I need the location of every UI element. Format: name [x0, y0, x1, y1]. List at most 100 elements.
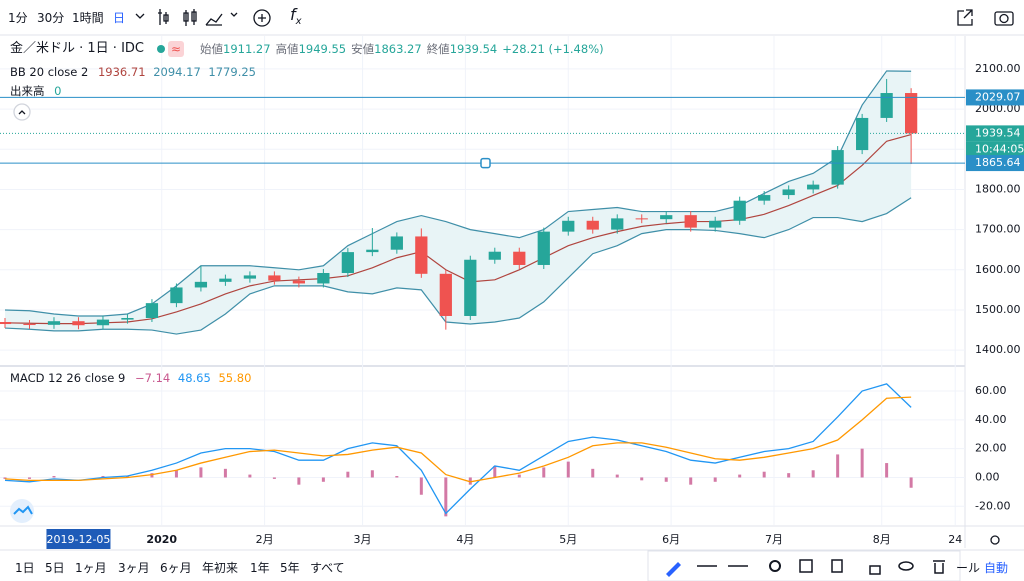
histogram-bar — [101, 476, 105, 478]
bb-band — [5, 70, 912, 335]
histogram-bar — [762, 471, 766, 478]
candle-body — [243, 275, 257, 279]
histogram-bar — [297, 477, 301, 485]
line-handle — [480, 157, 491, 169]
candle-body — [831, 150, 844, 185]
histogram-bar — [689, 477, 693, 485]
candle-body — [513, 251, 526, 265]
histogram-bar — [542, 467, 546, 478]
histogram-bar — [615, 474, 619, 478]
x-tick-label: 6月 — [662, 533, 680, 546]
candle-body — [660, 215, 673, 220]
histogram-bar — [52, 476, 56, 478]
interval[interactable]: 1分 — [8, 11, 28, 25]
macd-value: −7.14 — [134, 371, 171, 385]
histogram-bar — [3, 477, 7, 479]
change: +28.21 (+1.48%) — [502, 42, 604, 56]
interval[interactable]: 30分 — [37, 11, 65, 25]
ohlc-label: 始値 — [200, 42, 223, 56]
x-tick-label: 2020 — [146, 533, 177, 546]
range-button[interactable]: 1年 — [250, 561, 270, 575]
camera-icon[interactable] — [994, 11, 1014, 26]
range-button[interactable]: 3ヶ月 — [118, 561, 150, 575]
eye-icon[interactable] — [898, 561, 914, 571]
y-tick-label: 0.00 — [975, 470, 1000, 483]
macd-value: 48.65 — [177, 371, 211, 385]
y-tick-label: 1500.00 — [975, 303, 1021, 316]
candle-body — [145, 303, 159, 318]
candle-body — [464, 259, 477, 316]
range-button[interactable]: 6ヶ月 — [160, 561, 192, 575]
y-tick-label: 1700.00 — [975, 223, 1021, 236]
y-tick-label: 20.00 — [975, 442, 1007, 455]
ohlc-value: 1939.54 — [449, 42, 498, 56]
candle-body — [96, 319, 110, 326]
candle-body — [488, 251, 501, 260]
bb-value: 1936.71 — [97, 65, 146, 79]
range-button[interactable]: 1日 — [15, 561, 35, 575]
x-tick-label: 8月 — [873, 533, 891, 546]
interval[interactable]: 1時間 — [72, 11, 104, 25]
range-button[interactable]: 5年 — [280, 561, 300, 575]
pencil-icon[interactable] — [666, 562, 681, 577]
macd-value: 55.80 — [218, 371, 252, 385]
candle-body — [170, 287, 183, 304]
badge: ≈ — [168, 41, 185, 57]
bar-icon[interactable] — [158, 9, 169, 25]
logo-mark — [13, 505, 33, 515]
histogram-bar — [836, 454, 840, 478]
histogram-bar — [468, 477, 472, 485]
ohlc-value: 1949.55 — [298, 42, 347, 56]
bb-value: 2094.17 — [153, 65, 201, 79]
candle-body — [268, 275, 281, 281]
histogram-bar — [713, 477, 717, 482]
range-button[interactable]: すべて — [310, 561, 345, 575]
range-button[interactable]: 1ヶ月 — [75, 561, 107, 575]
fx: f — [290, 5, 296, 24]
candle-body — [880, 93, 893, 118]
ohlc-label: 安値 — [351, 42, 375, 56]
candle-body — [439, 273, 452, 316]
range-button[interactable]: 年初来 — [202, 561, 239, 575]
status-dot — [157, 45, 165, 53]
y-tick-label: 1400.00 — [975, 343, 1021, 356]
candle-body — [366, 249, 379, 253]
candle-body — [635, 218, 648, 220]
collapse-button[interactable] — [13, 103, 31, 121]
histogram-bar — [248, 474, 252, 478]
histogram-bar — [395, 476, 399, 478]
ohlc-label: 高値 — [275, 42, 299, 56]
y-tick-label: 1800.00 — [975, 182, 1021, 195]
candle-body — [72, 321, 85, 326]
candle-body — [562, 220, 575, 232]
candle-body — [684, 215, 697, 228]
interval-active[interactable]: 日 — [113, 11, 126, 25]
histogram-bar — [346, 471, 350, 478]
y-tick-label: 1600.00 — [975, 263, 1021, 276]
signal-line — [4, 396, 912, 483]
candle-body — [341, 252, 354, 274]
area-icon[interactable] — [205, 13, 223, 26]
histogram-bar — [493, 465, 497, 478]
crosshair-label: 2019-12-05 — [47, 533, 111, 546]
chevron[interactable] — [230, 12, 238, 17]
auto-scale[interactable]: 自動 — [984, 561, 1009, 575]
fx-icon[interactable]: fx — [290, 7, 302, 30]
indicator-add[interactable] — [253, 9, 271, 27]
chevron[interactable] — [135, 13, 145, 19]
bb-lower — [4, 197, 912, 335]
gear-icon[interactable] — [769, 560, 781, 572]
histogram-bar — [860, 448, 864, 478]
countdown: 10:44:05 — [975, 142, 1024, 155]
candle-body — [758, 195, 771, 201]
candle-body — [807, 184, 820, 190]
tool-icons[interactable] — [697, 559, 945, 575]
range-button[interactable]: 5日 — [45, 561, 65, 575]
settings-icon[interactable] — [990, 535, 1000, 545]
x-tick-label: 4月 — [456, 533, 474, 546]
histogram-bar — [125, 476, 129, 478]
fullscreen-icon[interactable] — [957, 9, 973, 26]
candle-body — [194, 281, 208, 288]
candle-icon[interactable] — [183, 9, 197, 26]
